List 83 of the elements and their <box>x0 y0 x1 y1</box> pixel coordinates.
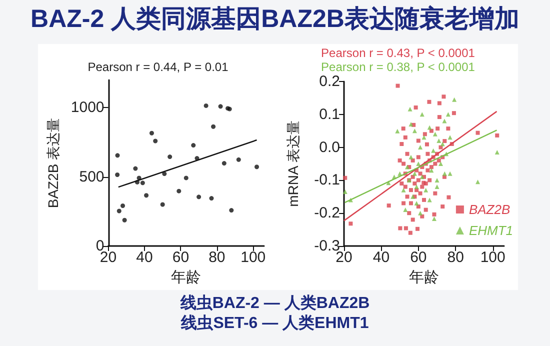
x-tick-label: 80 <box>208 249 226 266</box>
point <box>494 150 500 154</box>
x-tick-label: 80 <box>447 249 464 266</box>
point <box>209 196 214 201</box>
point <box>440 142 445 146</box>
point <box>412 171 417 176</box>
point <box>418 210 423 216</box>
point <box>412 128 417 134</box>
point <box>342 189 348 194</box>
point <box>438 162 443 166</box>
point <box>140 180 145 186</box>
x-tick-label: 40 <box>372 249 390 266</box>
text: Pearson r = 0.43, P < 0.0001 <box>320 46 476 60</box>
point <box>401 188 406 192</box>
point <box>122 218 127 222</box>
point <box>176 188 182 194</box>
point <box>448 171 452 176</box>
point <box>432 216 436 221</box>
point <box>408 122 414 127</box>
point <box>211 124 216 129</box>
y-tick-label: -0.1 <box>314 172 340 189</box>
x-tick-label: 40 <box>136 249 153 266</box>
point <box>153 138 158 144</box>
point <box>144 193 149 198</box>
text: Pearson r = 0.44, P = 0.01 <box>86 60 230 74</box>
point <box>452 97 457 102</box>
x-tick-label: 60 <box>410 249 427 266</box>
point <box>432 132 438 136</box>
point <box>191 143 196 148</box>
y-tick-label: 1000 <box>70 99 104 116</box>
point <box>434 178 440 182</box>
y-tick-label: 500 <box>79 168 104 186</box>
x-tick-label: 60 <box>172 249 190 266</box>
x-axis-title: 年龄 <box>409 269 439 286</box>
legend-label: BAZ2B <box>468 202 510 217</box>
point <box>222 161 226 166</box>
text: 线虫SET-6 — 人类EHMT1 <box>180 314 370 334</box>
point <box>115 172 120 178</box>
point <box>229 208 234 213</box>
chart-title: BAZ-2 人类同源基因BAZ2B表达随衰老增加 <box>30 4 520 35</box>
point <box>416 162 421 166</box>
point <box>184 176 188 180</box>
point <box>168 154 172 160</box>
point <box>422 135 426 140</box>
x-tick-label: 100 <box>240 249 266 266</box>
point <box>218 104 223 109</box>
point <box>162 172 167 176</box>
point <box>414 184 419 190</box>
point <box>236 157 241 162</box>
y-tick-label: 0.2 <box>319 73 340 90</box>
point <box>115 153 120 158</box>
point <box>254 164 260 170</box>
point <box>414 200 419 206</box>
point <box>395 128 400 134</box>
point <box>133 166 138 171</box>
x-axis-title: 年龄 <box>171 269 202 286</box>
point <box>431 148 436 153</box>
point <box>120 203 126 208</box>
x-tick-label: 100 <box>480 249 506 266</box>
text: Pearson r = 0.38, P < 0.0001 <box>320 60 476 74</box>
point <box>160 202 165 207</box>
point <box>429 168 434 173</box>
y-axis-title: mRNA 表达量 <box>285 120 301 207</box>
point <box>442 171 447 176</box>
point <box>476 180 480 184</box>
y-tick-label: 0.1 <box>319 106 340 123</box>
y-axis-title: BAZ2B 表达量 <box>45 118 61 208</box>
point <box>116 208 122 214</box>
x-tick-label: 20 <box>100 249 117 266</box>
point <box>424 188 428 192</box>
y-tick-label: 0.0 <box>319 138 340 156</box>
point <box>434 184 440 190</box>
point <box>427 125 432 130</box>
point <box>408 106 412 112</box>
point <box>408 154 414 160</box>
point <box>436 138 442 143</box>
point <box>196 194 202 200</box>
legend-label: EHMT1 <box>468 223 514 238</box>
text: 线虫BAZ-2 — 人类BAZ2B <box>179 294 371 314</box>
point <box>418 145 423 150</box>
point <box>204 103 208 108</box>
point <box>149 130 154 136</box>
y-tick-label: -0.2 <box>314 204 340 222</box>
